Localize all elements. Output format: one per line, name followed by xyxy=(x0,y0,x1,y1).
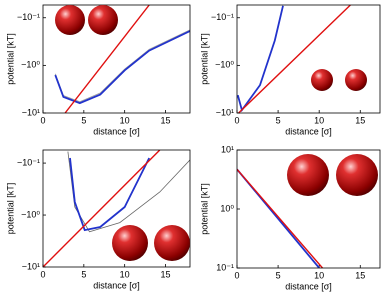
y-axis-label: potential [kT] xyxy=(5,33,15,85)
x-tick-label: 5 xyxy=(276,270,281,280)
x-axis-label: distance [σ] xyxy=(93,126,140,136)
panel: 0 5 10 15 −10¹ −10⁰ −10⁻¹ distance [σ] potential… xyxy=(5,4,191,136)
panel: 0 5 10 15 10⁻¹ 10⁰ 10¹ distance [σ] potential [k… xyxy=(199,144,381,291)
panel: 0 5 10 15 −10¹ −10⁰ −10⁻¹ distance [σ] potential… xyxy=(199,4,381,136)
x-tick-label: 10 xyxy=(120,115,130,125)
x-tick-label: 5 xyxy=(81,115,86,125)
spheres xyxy=(55,5,378,261)
x-tick-label: 15 xyxy=(160,115,170,125)
x-tick-label: 15 xyxy=(160,269,170,279)
series-line xyxy=(43,150,161,267)
x-axis-label: distance [σ] xyxy=(93,280,140,290)
series-line xyxy=(238,5,351,113)
x-tick-label: 15 xyxy=(355,270,365,280)
x-axis-label: distance [σ] xyxy=(285,281,332,291)
series-line xyxy=(64,5,150,113)
x-tick-label: 0 xyxy=(234,270,239,280)
x-tick-label: 10 xyxy=(120,269,130,279)
plot-frame xyxy=(42,4,191,114)
y-tick-label: −10¹ xyxy=(22,107,40,117)
y-axis-label: potential [kT] xyxy=(199,33,209,85)
series-line xyxy=(69,157,151,232)
plot-frame xyxy=(42,149,191,268)
y-tick-label: 10⁰ xyxy=(220,203,234,213)
plot-frame xyxy=(236,4,381,114)
x-tick-label: 0 xyxy=(234,115,239,125)
y-tick-label: −10⁰ xyxy=(215,60,234,70)
y-tick-label: −10¹ xyxy=(216,107,234,117)
x-tick-label: 10 xyxy=(314,115,324,125)
x-tick-label: 0 xyxy=(40,269,45,279)
series-line xyxy=(54,30,190,105)
x-tick-label: 5 xyxy=(276,115,281,125)
y-tick-label: −10⁰ xyxy=(21,209,40,219)
y-tick-label: −10⁰ xyxy=(21,60,40,70)
x-tick-label: 10 xyxy=(314,270,324,280)
y-tick-label: −10¹ xyxy=(22,261,40,271)
series-line xyxy=(237,168,324,268)
y-axis-label: potential [kT] xyxy=(199,183,209,235)
series-line xyxy=(237,5,284,113)
x-tick-label: 0 xyxy=(40,115,45,125)
x-axis-label: distance [σ] xyxy=(285,126,332,136)
y-tick-label: −10⁻¹ xyxy=(17,157,40,167)
y-axis-label: potential [kT] xyxy=(5,183,15,235)
y-tick-label: 10¹ xyxy=(221,144,234,154)
series-line xyxy=(67,151,190,233)
plot-frame xyxy=(236,149,381,269)
panel: 0 5 10 15 −10¹ −10⁰ −10⁻¹ distance [σ] potential… xyxy=(5,149,191,290)
y-tick-label: 10⁻¹ xyxy=(216,262,234,272)
x-tick-label: 15 xyxy=(355,115,365,125)
y-tick-label: −10⁻¹ xyxy=(17,12,40,22)
x-tick-label: 5 xyxy=(81,269,86,279)
y-tick-label: −10⁻¹ xyxy=(211,12,234,22)
